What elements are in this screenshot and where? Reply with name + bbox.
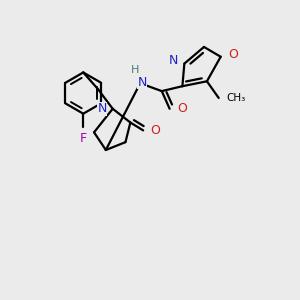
Text: CH₃: CH₃ bbox=[226, 93, 246, 103]
Text: O: O bbox=[150, 124, 160, 137]
Text: O: O bbox=[229, 48, 238, 61]
Text: N: N bbox=[169, 54, 178, 67]
Text: F: F bbox=[80, 132, 87, 145]
Text: N: N bbox=[98, 102, 107, 115]
Text: N: N bbox=[137, 76, 147, 89]
Text: H: H bbox=[131, 65, 140, 75]
Text: O: O bbox=[178, 102, 188, 115]
